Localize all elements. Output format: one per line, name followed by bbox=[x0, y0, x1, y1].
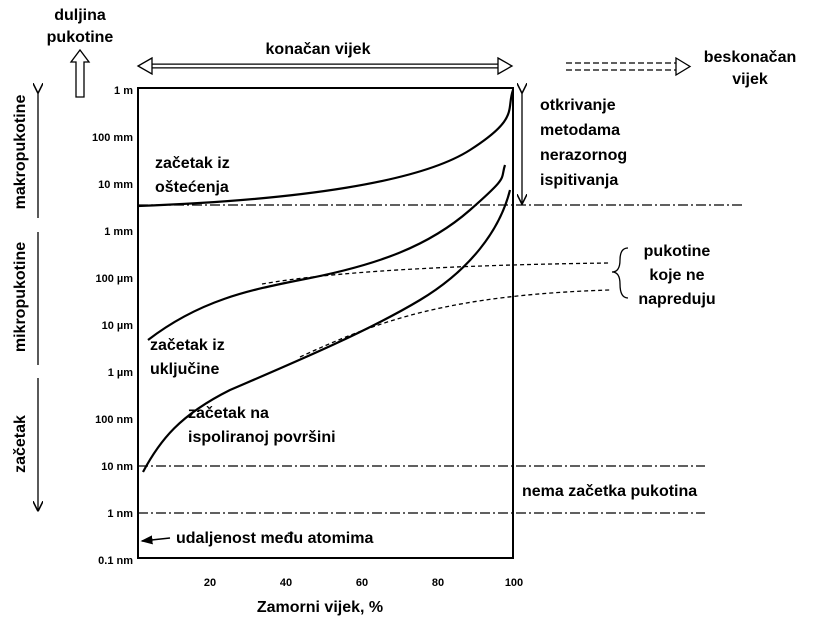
non-propagating-label: koje ne bbox=[649, 267, 704, 284]
ndt-label: metodama bbox=[540, 122, 620, 139]
range-label: makropukotine bbox=[12, 95, 29, 210]
y-tick-label: 0.1 nm bbox=[98, 555, 133, 567]
range-label: mikropukotine bbox=[12, 242, 29, 352]
y-tick-label: 1 m bbox=[114, 85, 133, 97]
non-propagating-label: pukotine bbox=[644, 243, 711, 260]
curve-label: začetak iz bbox=[155, 155, 230, 172]
x-tick-label: 40 bbox=[280, 577, 292, 589]
curves bbox=[137, 89, 745, 514]
y-tick-label: 100 mm bbox=[92, 132, 133, 144]
ndt-label: otkrivanje bbox=[540, 97, 616, 114]
curve-label: ispoliranoj površini bbox=[188, 429, 336, 446]
infinite-life: beskonačan bbox=[704, 49, 796, 66]
y-tick-label: 10 µm bbox=[102, 320, 134, 332]
y-tick-label: 1 nm bbox=[107, 508, 133, 520]
x-tick-label: 60 bbox=[356, 577, 368, 589]
non-propagating-label: napreduju bbox=[638, 291, 715, 308]
finite-life: konačan vijek bbox=[266, 41, 371, 58]
y-tick-label: 10 mm bbox=[98, 179, 133, 191]
arrows bbox=[38, 48, 692, 545]
y-tick-label: 100 µm bbox=[95, 273, 133, 285]
ndt-label: ispitivanja bbox=[540, 172, 618, 189]
curve-label: začetak na bbox=[188, 405, 269, 422]
no-initiation-label: nema začetka pukotina bbox=[522, 483, 697, 500]
y-tick-label: 100 nm bbox=[95, 414, 133, 426]
y-tick-label: 1 µm bbox=[108, 367, 134, 379]
curve-label: uključine bbox=[150, 361, 219, 378]
atomic-distance-label: udaljenost među atomima bbox=[176, 530, 373, 547]
plot-frame bbox=[137, 87, 514, 559]
ndt-label: nerazornog bbox=[540, 147, 627, 164]
y-axis-title: duljina bbox=[54, 7, 106, 24]
x-tick-label: 20 bbox=[204, 577, 216, 589]
y-tick-label: 1 mm bbox=[104, 226, 133, 238]
x-tick-label: 100 bbox=[505, 577, 523, 589]
range-label: začetak bbox=[12, 415, 29, 473]
y-axis-title: pukotine bbox=[47, 29, 114, 46]
curve-label: začetak iz bbox=[150, 337, 225, 354]
x-tick-label: 80 bbox=[432, 577, 444, 589]
x-axis-title: Zamorni vijek, % bbox=[257, 599, 383, 616]
infinite-life: vijek bbox=[732, 71, 768, 88]
y-tick-label: 10 nm bbox=[101, 461, 133, 473]
curve-label: oštećenja bbox=[155, 179, 229, 196]
